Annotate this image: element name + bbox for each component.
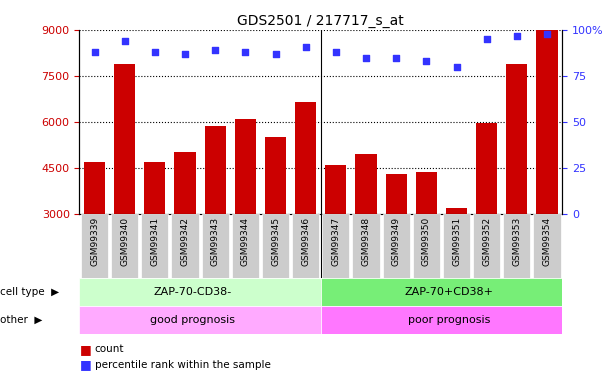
Bar bbox=[84, 162, 105, 306]
Text: GSM99354: GSM99354 bbox=[543, 217, 552, 266]
Bar bbox=[536, 30, 558, 306]
Text: count: count bbox=[95, 344, 124, 354]
FancyBboxPatch shape bbox=[79, 306, 321, 334]
FancyBboxPatch shape bbox=[321, 306, 577, 334]
Text: GSM99342: GSM99342 bbox=[180, 217, 189, 266]
Point bbox=[271, 51, 280, 57]
FancyBboxPatch shape bbox=[443, 214, 470, 278]
FancyBboxPatch shape bbox=[413, 214, 440, 278]
Point bbox=[422, 58, 431, 64]
Point bbox=[542, 31, 552, 37]
Text: GSM99347: GSM99347 bbox=[331, 217, 340, 266]
FancyBboxPatch shape bbox=[111, 214, 138, 278]
Bar bbox=[325, 165, 346, 306]
Bar bbox=[205, 126, 225, 306]
Point bbox=[361, 55, 371, 61]
Text: ■: ■ bbox=[79, 343, 91, 356]
Text: GSM99351: GSM99351 bbox=[452, 217, 461, 266]
Text: GSM99343: GSM99343 bbox=[211, 217, 220, 266]
Point bbox=[90, 49, 100, 55]
Text: ZAP-70+CD38+: ZAP-70+CD38+ bbox=[404, 286, 494, 297]
FancyBboxPatch shape bbox=[232, 214, 259, 278]
Bar bbox=[476, 123, 497, 306]
FancyBboxPatch shape bbox=[321, 278, 577, 306]
FancyBboxPatch shape bbox=[202, 214, 229, 278]
Text: GSM99344: GSM99344 bbox=[241, 217, 250, 266]
Text: good prognosis: good prognosis bbox=[150, 315, 235, 325]
Text: other  ▶: other ▶ bbox=[0, 315, 42, 325]
FancyBboxPatch shape bbox=[292, 214, 320, 278]
Bar bbox=[265, 137, 286, 306]
Text: GSM99352: GSM99352 bbox=[482, 217, 491, 266]
Text: poor prognosis: poor prognosis bbox=[408, 315, 490, 325]
Point bbox=[210, 47, 220, 53]
Point bbox=[482, 36, 492, 42]
Text: GSM99350: GSM99350 bbox=[422, 217, 431, 266]
Point bbox=[391, 55, 401, 61]
FancyBboxPatch shape bbox=[533, 214, 561, 278]
Text: ■: ■ bbox=[79, 358, 91, 371]
Text: cell type  ▶: cell type ▶ bbox=[0, 286, 59, 297]
Text: GSM99349: GSM99349 bbox=[392, 217, 401, 266]
Bar bbox=[416, 172, 437, 306]
FancyBboxPatch shape bbox=[503, 214, 530, 278]
Text: GSM99341: GSM99341 bbox=[150, 217, 159, 266]
Text: GSM99346: GSM99346 bbox=[301, 217, 310, 266]
FancyBboxPatch shape bbox=[382, 214, 410, 278]
FancyBboxPatch shape bbox=[262, 214, 289, 278]
Text: GSM99353: GSM99353 bbox=[513, 217, 521, 266]
Point bbox=[331, 49, 341, 55]
FancyBboxPatch shape bbox=[473, 214, 500, 278]
Text: percentile rank within the sample: percentile rank within the sample bbox=[95, 360, 271, 369]
FancyBboxPatch shape bbox=[141, 214, 169, 278]
Bar bbox=[175, 153, 196, 306]
Bar bbox=[114, 64, 135, 306]
FancyBboxPatch shape bbox=[353, 214, 379, 278]
Text: GSM99339: GSM99339 bbox=[90, 217, 99, 266]
FancyBboxPatch shape bbox=[81, 214, 108, 278]
Point bbox=[241, 49, 251, 55]
FancyBboxPatch shape bbox=[172, 214, 199, 278]
Bar bbox=[235, 119, 256, 306]
Point bbox=[120, 38, 130, 44]
Text: GSM99345: GSM99345 bbox=[271, 217, 280, 266]
Bar bbox=[144, 162, 166, 306]
Text: GSM99340: GSM99340 bbox=[120, 217, 129, 266]
Point bbox=[180, 51, 190, 57]
Bar bbox=[295, 102, 316, 306]
Point bbox=[452, 64, 461, 70]
FancyBboxPatch shape bbox=[79, 278, 321, 306]
Bar bbox=[356, 154, 376, 306]
Point bbox=[301, 44, 310, 50]
Bar bbox=[446, 208, 467, 306]
Title: GDS2501 / 217717_s_at: GDS2501 / 217717_s_at bbox=[238, 13, 404, 28]
Bar bbox=[507, 64, 527, 306]
FancyBboxPatch shape bbox=[322, 214, 349, 278]
Point bbox=[512, 33, 522, 39]
Text: GSM99348: GSM99348 bbox=[362, 217, 370, 266]
Bar bbox=[386, 174, 407, 306]
Text: ZAP-70-CD38-: ZAP-70-CD38- bbox=[153, 286, 232, 297]
Point bbox=[150, 49, 159, 55]
